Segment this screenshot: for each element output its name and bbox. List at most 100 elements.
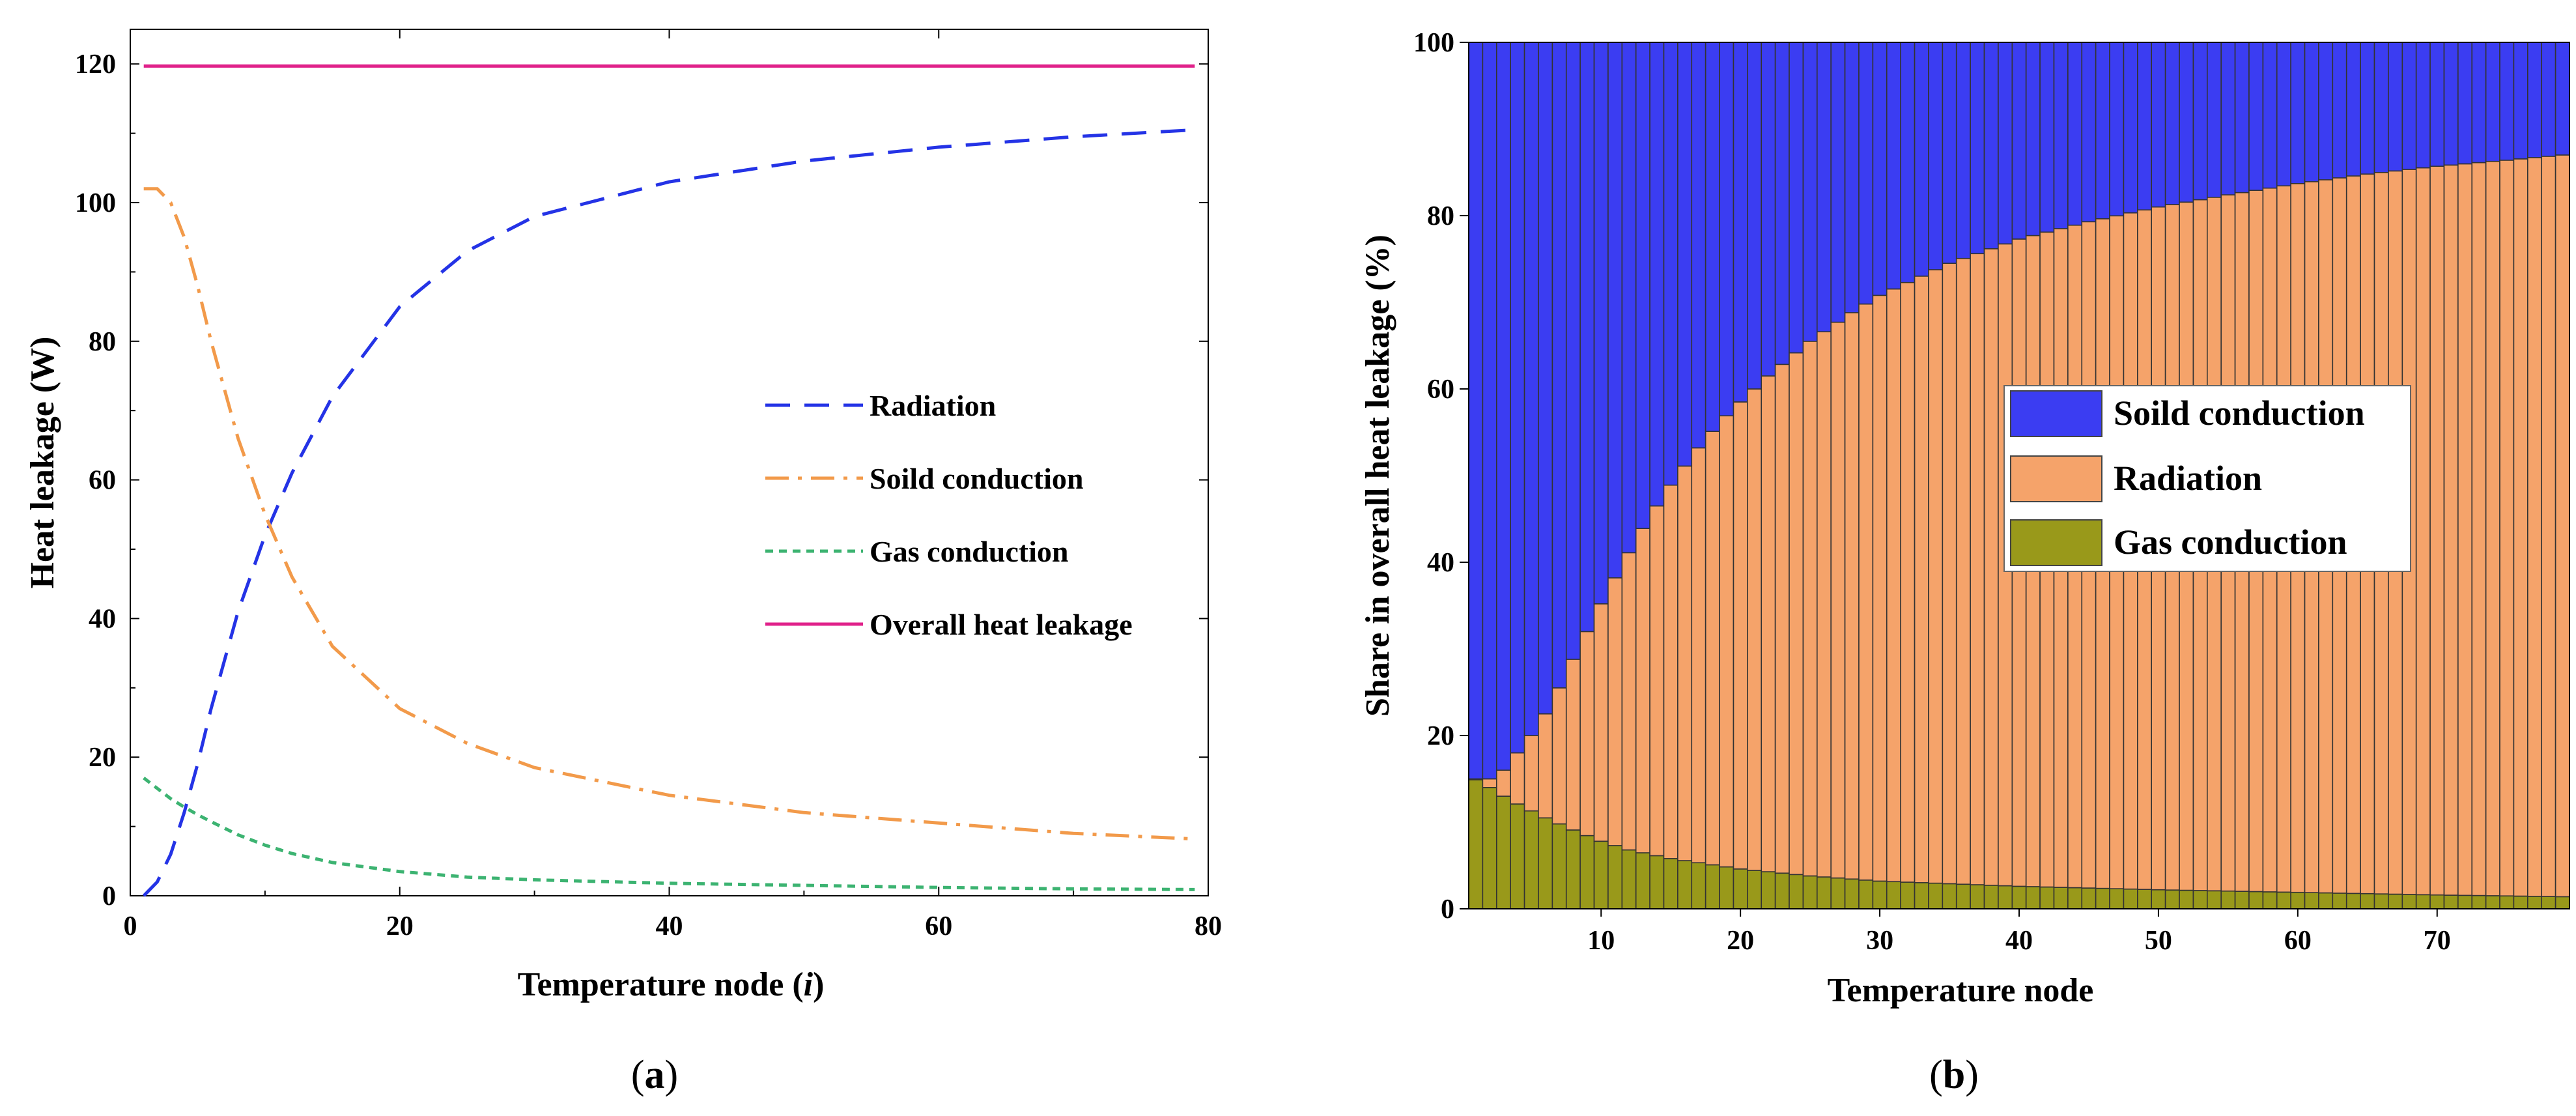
x-axis-label-b: Temperature node: [1828, 972, 2094, 1009]
bar-gas-conduction-36: [1955, 883, 1971, 909]
bar-soild-conduction-77: [2527, 42, 2543, 158]
bar-soild-conduction-55: [2220, 42, 2236, 195]
bar-soild-conduction-8: [1565, 42, 1581, 660]
y-axis-label-b: Share in overall heat leakage (%): [1359, 235, 1396, 717]
bar-radiation-33: [1914, 276, 1929, 883]
bar-gas-conduction-45: [2081, 887, 2097, 909]
bar-gas-conduction-28: [1844, 878, 1860, 909]
bar-gas-conduction-53: [2192, 890, 2208, 909]
bar-gas-conduction-77: [2527, 895, 2543, 909]
bar-soild-conduction-5: [1523, 42, 1539, 736]
bar-soild-conduction-60: [2290, 42, 2306, 184]
bar-gas-conduction-9: [1579, 835, 1595, 909]
bar-gas-conduction-63: [2332, 893, 2347, 909]
y-tick-label-b-100: 100: [1413, 28, 1454, 58]
bar-soild-conduction-56: [2234, 42, 2250, 193]
bar-radiation-21: [1747, 388, 1762, 871]
bar-radiation-35: [1942, 263, 1957, 885]
bar-soild-conduction-78: [2541, 42, 2556, 157]
bar-soild-conduction-69: [2415, 42, 2431, 169]
x-tick-labels-b: 10 20 30 40 50 60 70: [1587, 909, 2451, 956]
bar-soild-conduction-66: [2373, 42, 2389, 173]
bar-soild-conduction-67: [2388, 42, 2403, 172]
bar-gas-conduction-47: [2109, 888, 2125, 909]
bar-radiation-17: [1691, 447, 1706, 864]
x-tick-label-b-50: 50: [2145, 926, 2172, 956]
series-line-soild-conduction: [143, 187, 1195, 841]
bar-soild-conduction-6: [1538, 42, 1553, 715]
bar-soild-conduction-63: [2332, 42, 2347, 179]
x-tick-label-b-60: 60: [2284, 926, 2312, 956]
bar-soild-conduction-42: [2039, 42, 2055, 233]
bar-gas-conduction-64: [2345, 893, 2361, 909]
bar-soild-conduction-76: [2513, 42, 2528, 160]
bar-radiation-31: [1886, 288, 1901, 883]
bar-gas-conduction-35: [1942, 883, 1957, 909]
bar-radiation-11: [1607, 577, 1623, 846]
bar-radiation-79: [2555, 154, 2570, 898]
panel-label-b: (b): [1929, 1053, 1979, 1097]
y-tick-label-b-80: 80: [1427, 201, 1454, 231]
bar-soild-conduction-74: [2485, 42, 2500, 162]
y-tick-label-a-20: 20: [89, 743, 116, 773]
plot-frame-a: [130, 29, 1209, 896]
bar-gas-conduction-60: [2290, 891, 2306, 909]
bar-soild-conduction-64: [2345, 42, 2361, 177]
series-line-radiation: [142, 128, 1195, 897]
bar-gas-conduction-39: [1998, 885, 2013, 909]
x-tick-labels-a: 0 20 40 60 80: [124, 29, 1222, 941]
bar-radiation-10: [1593, 603, 1609, 842]
bar-soild-conduction-24: [1789, 42, 1804, 354]
bar-soild-conduction-23: [1774, 42, 1790, 365]
bar-gas-conduction-48: [2123, 888, 2138, 909]
y-tick-label-a-0: 0: [102, 881, 116, 911]
bar-gas-conduction-44: [2067, 887, 2083, 909]
bar-gas-conduction-79: [2555, 896, 2570, 909]
bar-soild-conduction-39: [1998, 42, 2013, 245]
bar-soild-conduction-26: [1817, 42, 1832, 333]
bar-soild-conduction-48: [2123, 42, 2138, 214]
bar-gas-conduction-5: [1523, 810, 1539, 909]
bar-gas-conduction-23: [1774, 872, 1790, 909]
x-tick-label-a-60: 60: [925, 911, 952, 941]
bar-soild-conduction-22: [1761, 42, 1776, 377]
bar-soild-conduction-43: [2053, 42, 2069, 229]
bar-gas-conduction-37: [1970, 884, 1985, 909]
bar-soild-conduction-50: [2151, 42, 2166, 208]
bar-soild-conduction-58: [2262, 42, 2278, 189]
bar-radiation-69: [2415, 167, 2431, 896]
bar-radiation-18: [1705, 431, 1720, 866]
y-tick-label-a-40: 40: [89, 604, 116, 634]
legend-label-overall-heat-leakage: Overall heat leakage: [870, 608, 1133, 641]
bar-soild-conduction-34: [1928, 42, 1944, 270]
bar-gas-conduction-71: [2443, 894, 2459, 909]
series-line-gas-conduction: [143, 777, 1195, 891]
bar-radiation-12: [1621, 552, 1637, 851]
series-lines-a: [142, 64, 1195, 897]
bar-soild-conduction-57: [2248, 42, 2264, 191]
bar-soild-conduction-40: [2011, 42, 2027, 240]
bar-soild-conduction-59: [2276, 42, 2291, 187]
legend-a: Radiation Soild conduction Gas conductio…: [765, 389, 1133, 641]
bar-radiation-22: [1761, 375, 1776, 872]
legend-swatch-gas-conduction-b: [2010, 519, 2102, 566]
bar-soild-conduction-19: [1719, 42, 1734, 417]
bar-gas-conduction-18: [1705, 864, 1720, 909]
bar-radiation-77: [2527, 157, 2543, 897]
bar-soild-conduction-17: [1691, 42, 1706, 449]
bar-radiation-25: [1802, 341, 1818, 877]
bar-gas-conduction-2: [1482, 787, 1497, 909]
bar-radiation-73: [2471, 162, 2487, 896]
bar-gas-conduction-21: [1747, 870, 1762, 909]
legend-swatch-soild-conduction-b: [2010, 390, 2102, 437]
bar-soild-conduction-32: [1900, 42, 1916, 283]
bar-gas-conduction-50: [2151, 889, 2166, 909]
y-tick-label-b-40: 40: [1427, 548, 1454, 578]
bar-soild-conduction-53: [2192, 42, 2208, 201]
bar-gas-conduction-40: [2011, 885, 2027, 909]
y-tick-label-a-120: 120: [75, 50, 116, 79]
y-tick-label-a-60: 60: [89, 466, 116, 496]
bar-radiation-3: [1495, 769, 1511, 797]
bar-gas-conduction-8: [1565, 829, 1581, 909]
bar-gas-conduction-61: [2304, 892, 2319, 909]
